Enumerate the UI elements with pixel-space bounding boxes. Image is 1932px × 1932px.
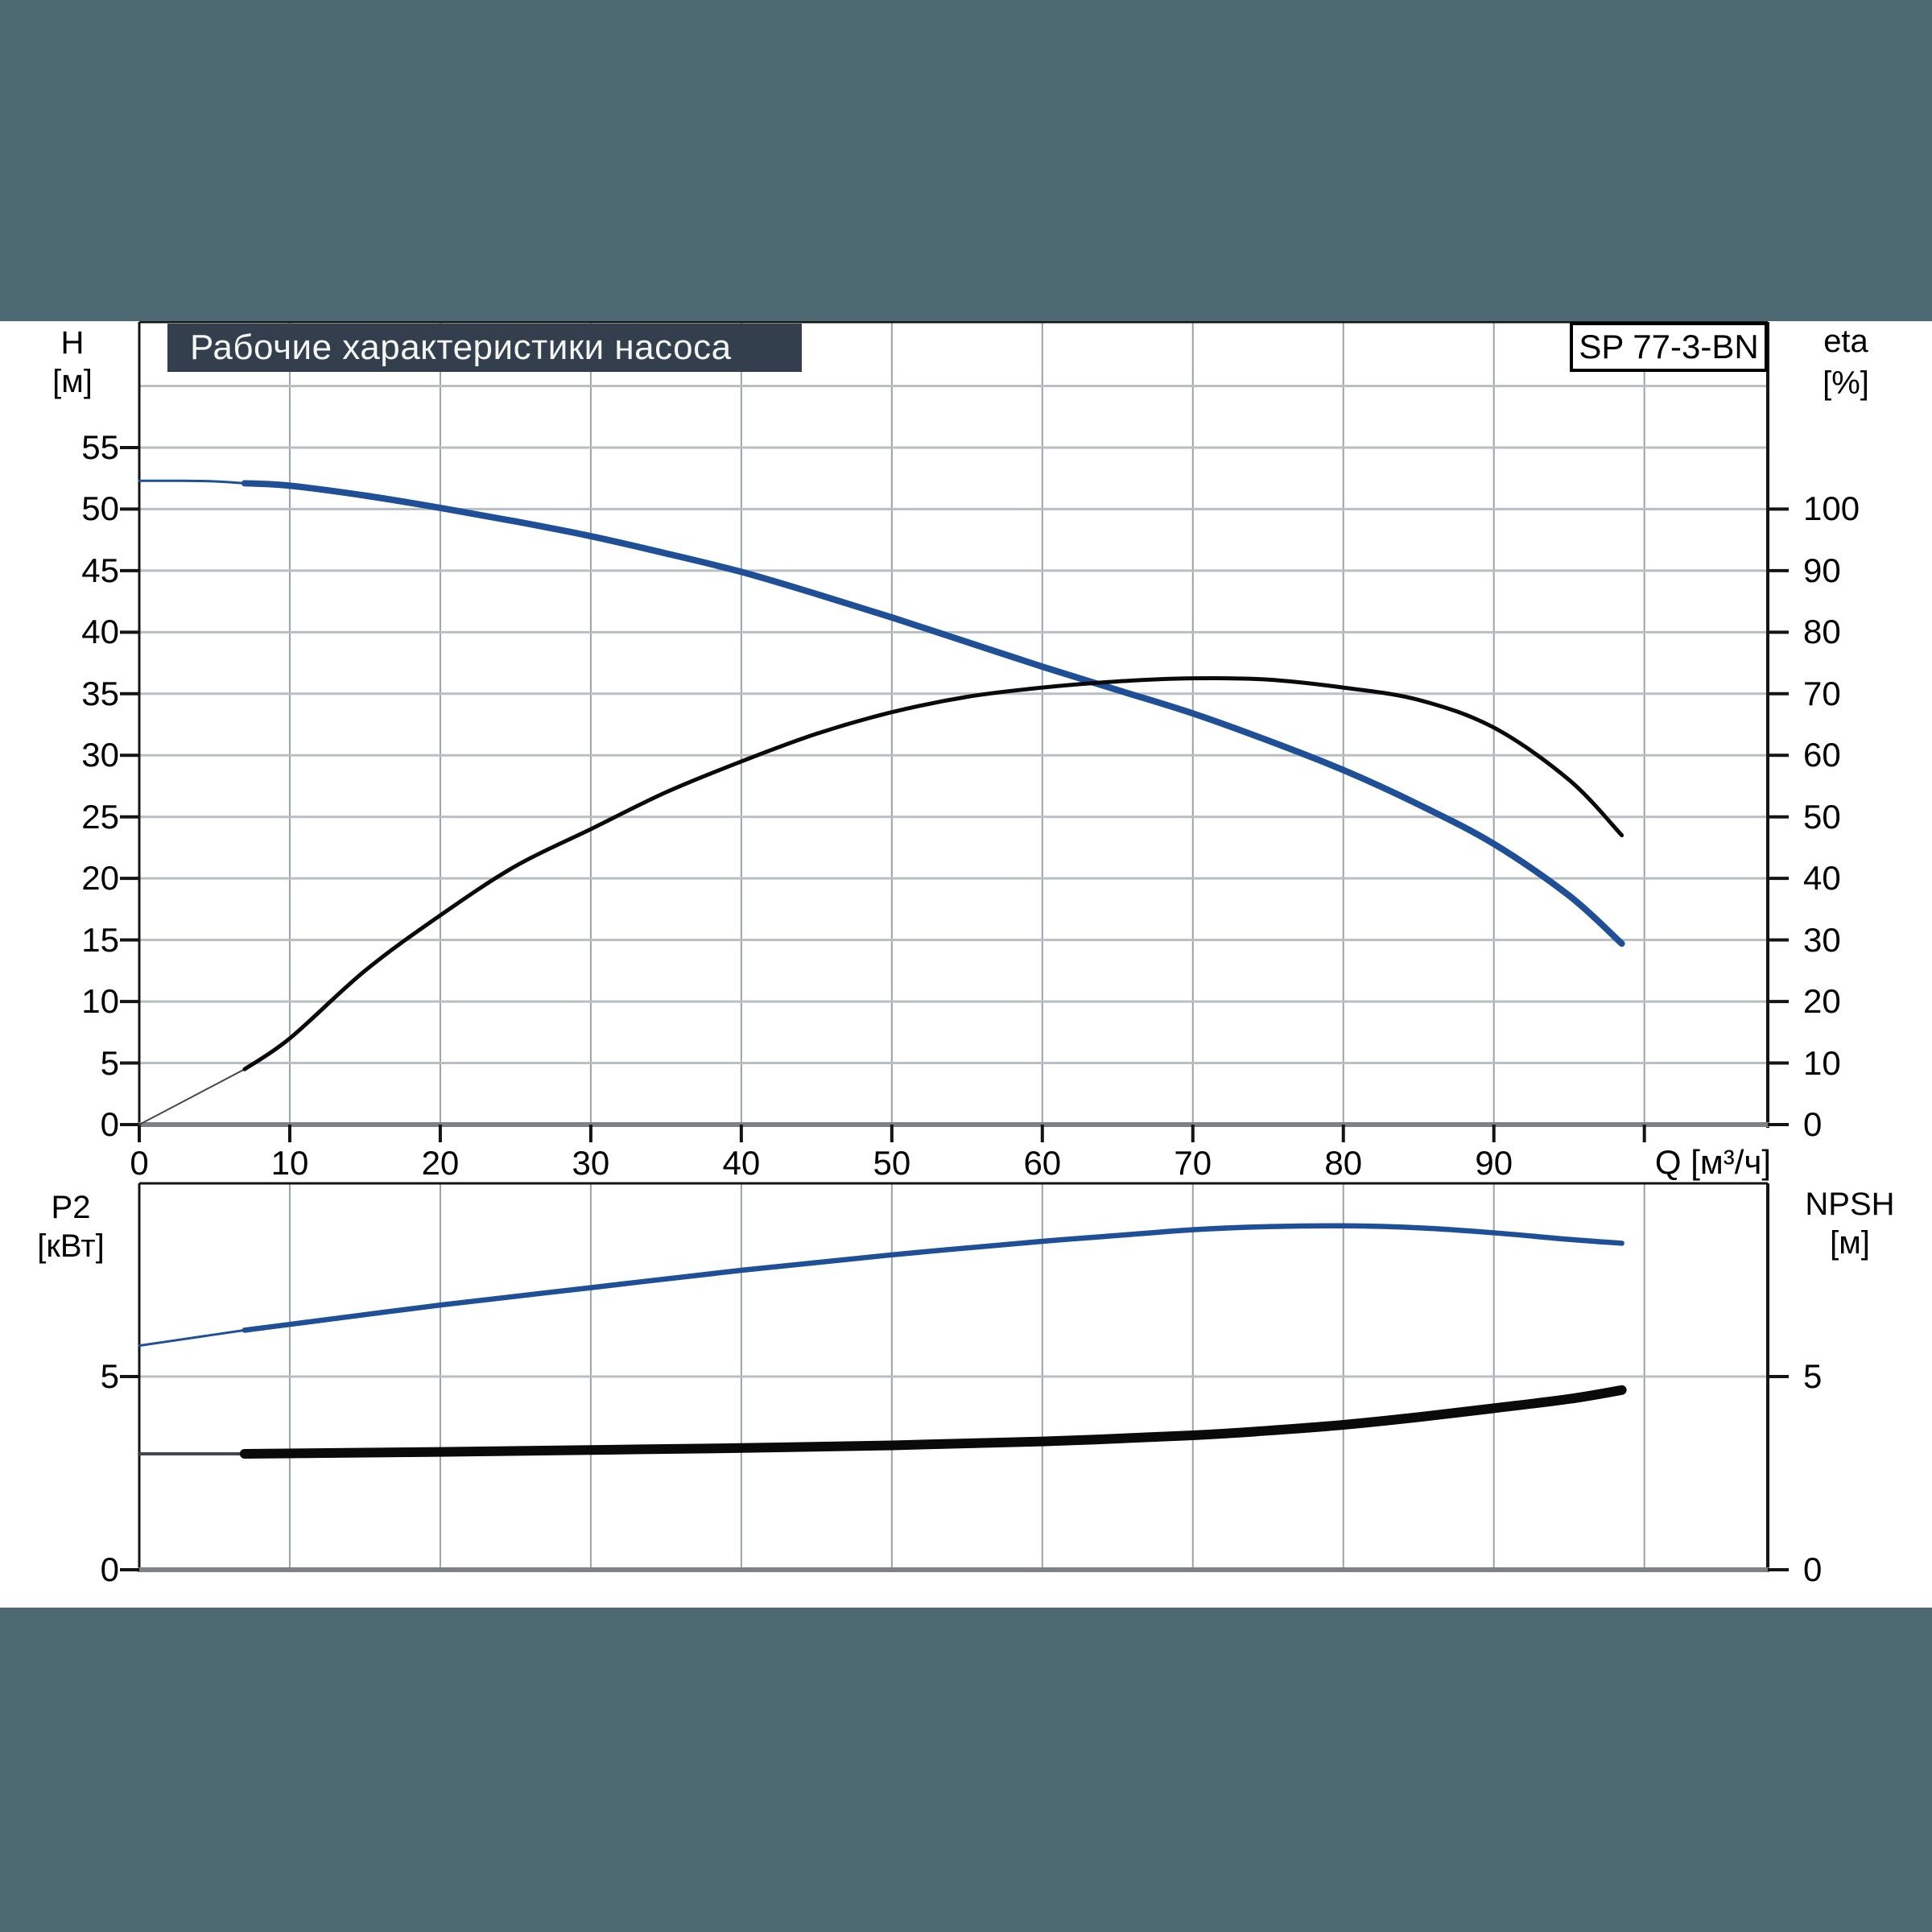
- npsh-axis-unit: [м]: [1830, 1225, 1870, 1261]
- npsh-axis-quantity: NPSH: [1805, 1187, 1895, 1222]
- tick-label-h-20: 20: [81, 859, 119, 898]
- tick-label-q-60: 60: [1023, 1144, 1062, 1182]
- tick-label-h-45: 45: [81, 551, 119, 589]
- curve-eta-thin-start: [138, 1068, 246, 1125]
- tick-label-h-15: 15: [81, 920, 119, 959]
- curve-p2: [242, 1223, 1624, 1333]
- power-axis-quantity: P2: [51, 1190, 91, 1225]
- tick-label-npsh-5: 5: [1803, 1357, 1823, 1395]
- tick-label-npsh-0: 0: [1803, 1550, 1823, 1588]
- tick-label-eta-0: 0: [1803, 1105, 1823, 1143]
- tick-label-h-10: 10: [81, 982, 119, 1021]
- eta-axis-quantity: eta: [1823, 324, 1868, 359]
- tick-label-eta-10: 10: [1803, 1043, 1841, 1082]
- curve-npsh: [239, 1385, 1627, 1459]
- tick-label-eta-70: 70: [1803, 674, 1841, 712]
- head-axis-unit: [м]: [52, 364, 93, 399]
- pump-model-box: SP 77-3-BN: [1570, 322, 1768, 372]
- tick-label-h-5: 5: [100, 1043, 119, 1082]
- tick-label-h-35: 35: [81, 674, 119, 712]
- tick-label-eta-20: 20: [1803, 982, 1841, 1021]
- tick-label-h-30: 30: [81, 736, 119, 774]
- tick-label-p2-0: 0: [100, 1550, 119, 1588]
- top-background-band: [0, 0, 1932, 321]
- tick-label-q-10: 10: [270, 1144, 309, 1182]
- tick-label-q-90: 90: [1475, 1144, 1513, 1182]
- tick-label-eta-50: 50: [1803, 797, 1841, 836]
- chart-title-bar: Рабочие характеристики насоса: [167, 324, 802, 372]
- tick-label-eta-30: 30: [1803, 920, 1841, 959]
- tick-label-q-80: 80: [1324, 1144, 1363, 1182]
- tick-label-q-50: 50: [873, 1144, 911, 1182]
- head-axis-quantity: H: [60, 325, 85, 361]
- tick-label-h-50: 50: [81, 489, 119, 528]
- tick-label-p2-5: 5: [100, 1357, 119, 1395]
- tick-label-q-40: 40: [722, 1144, 761, 1182]
- tick-label-eta-90: 90: [1803, 551, 1841, 589]
- tick-label-eta-60: 60: [1803, 736, 1841, 774]
- tick-label-q-0: 0: [130, 1144, 149, 1182]
- power-axis-unit: [кВт]: [37, 1228, 105, 1264]
- curve-p2-thin-start: [138, 1328, 246, 1348]
- tick-label-h-0: 0: [100, 1105, 119, 1143]
- tick-label-q-70: 70: [1174, 1144, 1212, 1182]
- curve-head-thin-start: [138, 479, 246, 485]
- tick-label-h-55: 55: [81, 427, 119, 466]
- bottom-background-band: [0, 1608, 1932, 1932]
- chart-title: Рабочие характеристики насоса: [190, 328, 732, 367]
- tick-label-q-30: 30: [572, 1144, 610, 1182]
- flow-axis-title: Q [м³/ч]: [1654, 1143, 1771, 1181]
- curve-eta: [242, 675, 1624, 1071]
- tick-label-h-25: 25: [81, 797, 119, 836]
- tick-label-h-40: 40: [81, 613, 119, 651]
- curve-head: [241, 480, 1625, 947]
- tick-label-eta-40: 40: [1803, 859, 1841, 898]
- tick-label-q-20: 20: [421, 1144, 460, 1182]
- pump-model-label: SP 77-3-BN: [1579, 328, 1759, 365]
- tick-label-eta-100: 100: [1803, 489, 1860, 528]
- eta-axis-unit: [%]: [1823, 365, 1869, 401]
- tick-label-eta-80: 80: [1803, 613, 1841, 651]
